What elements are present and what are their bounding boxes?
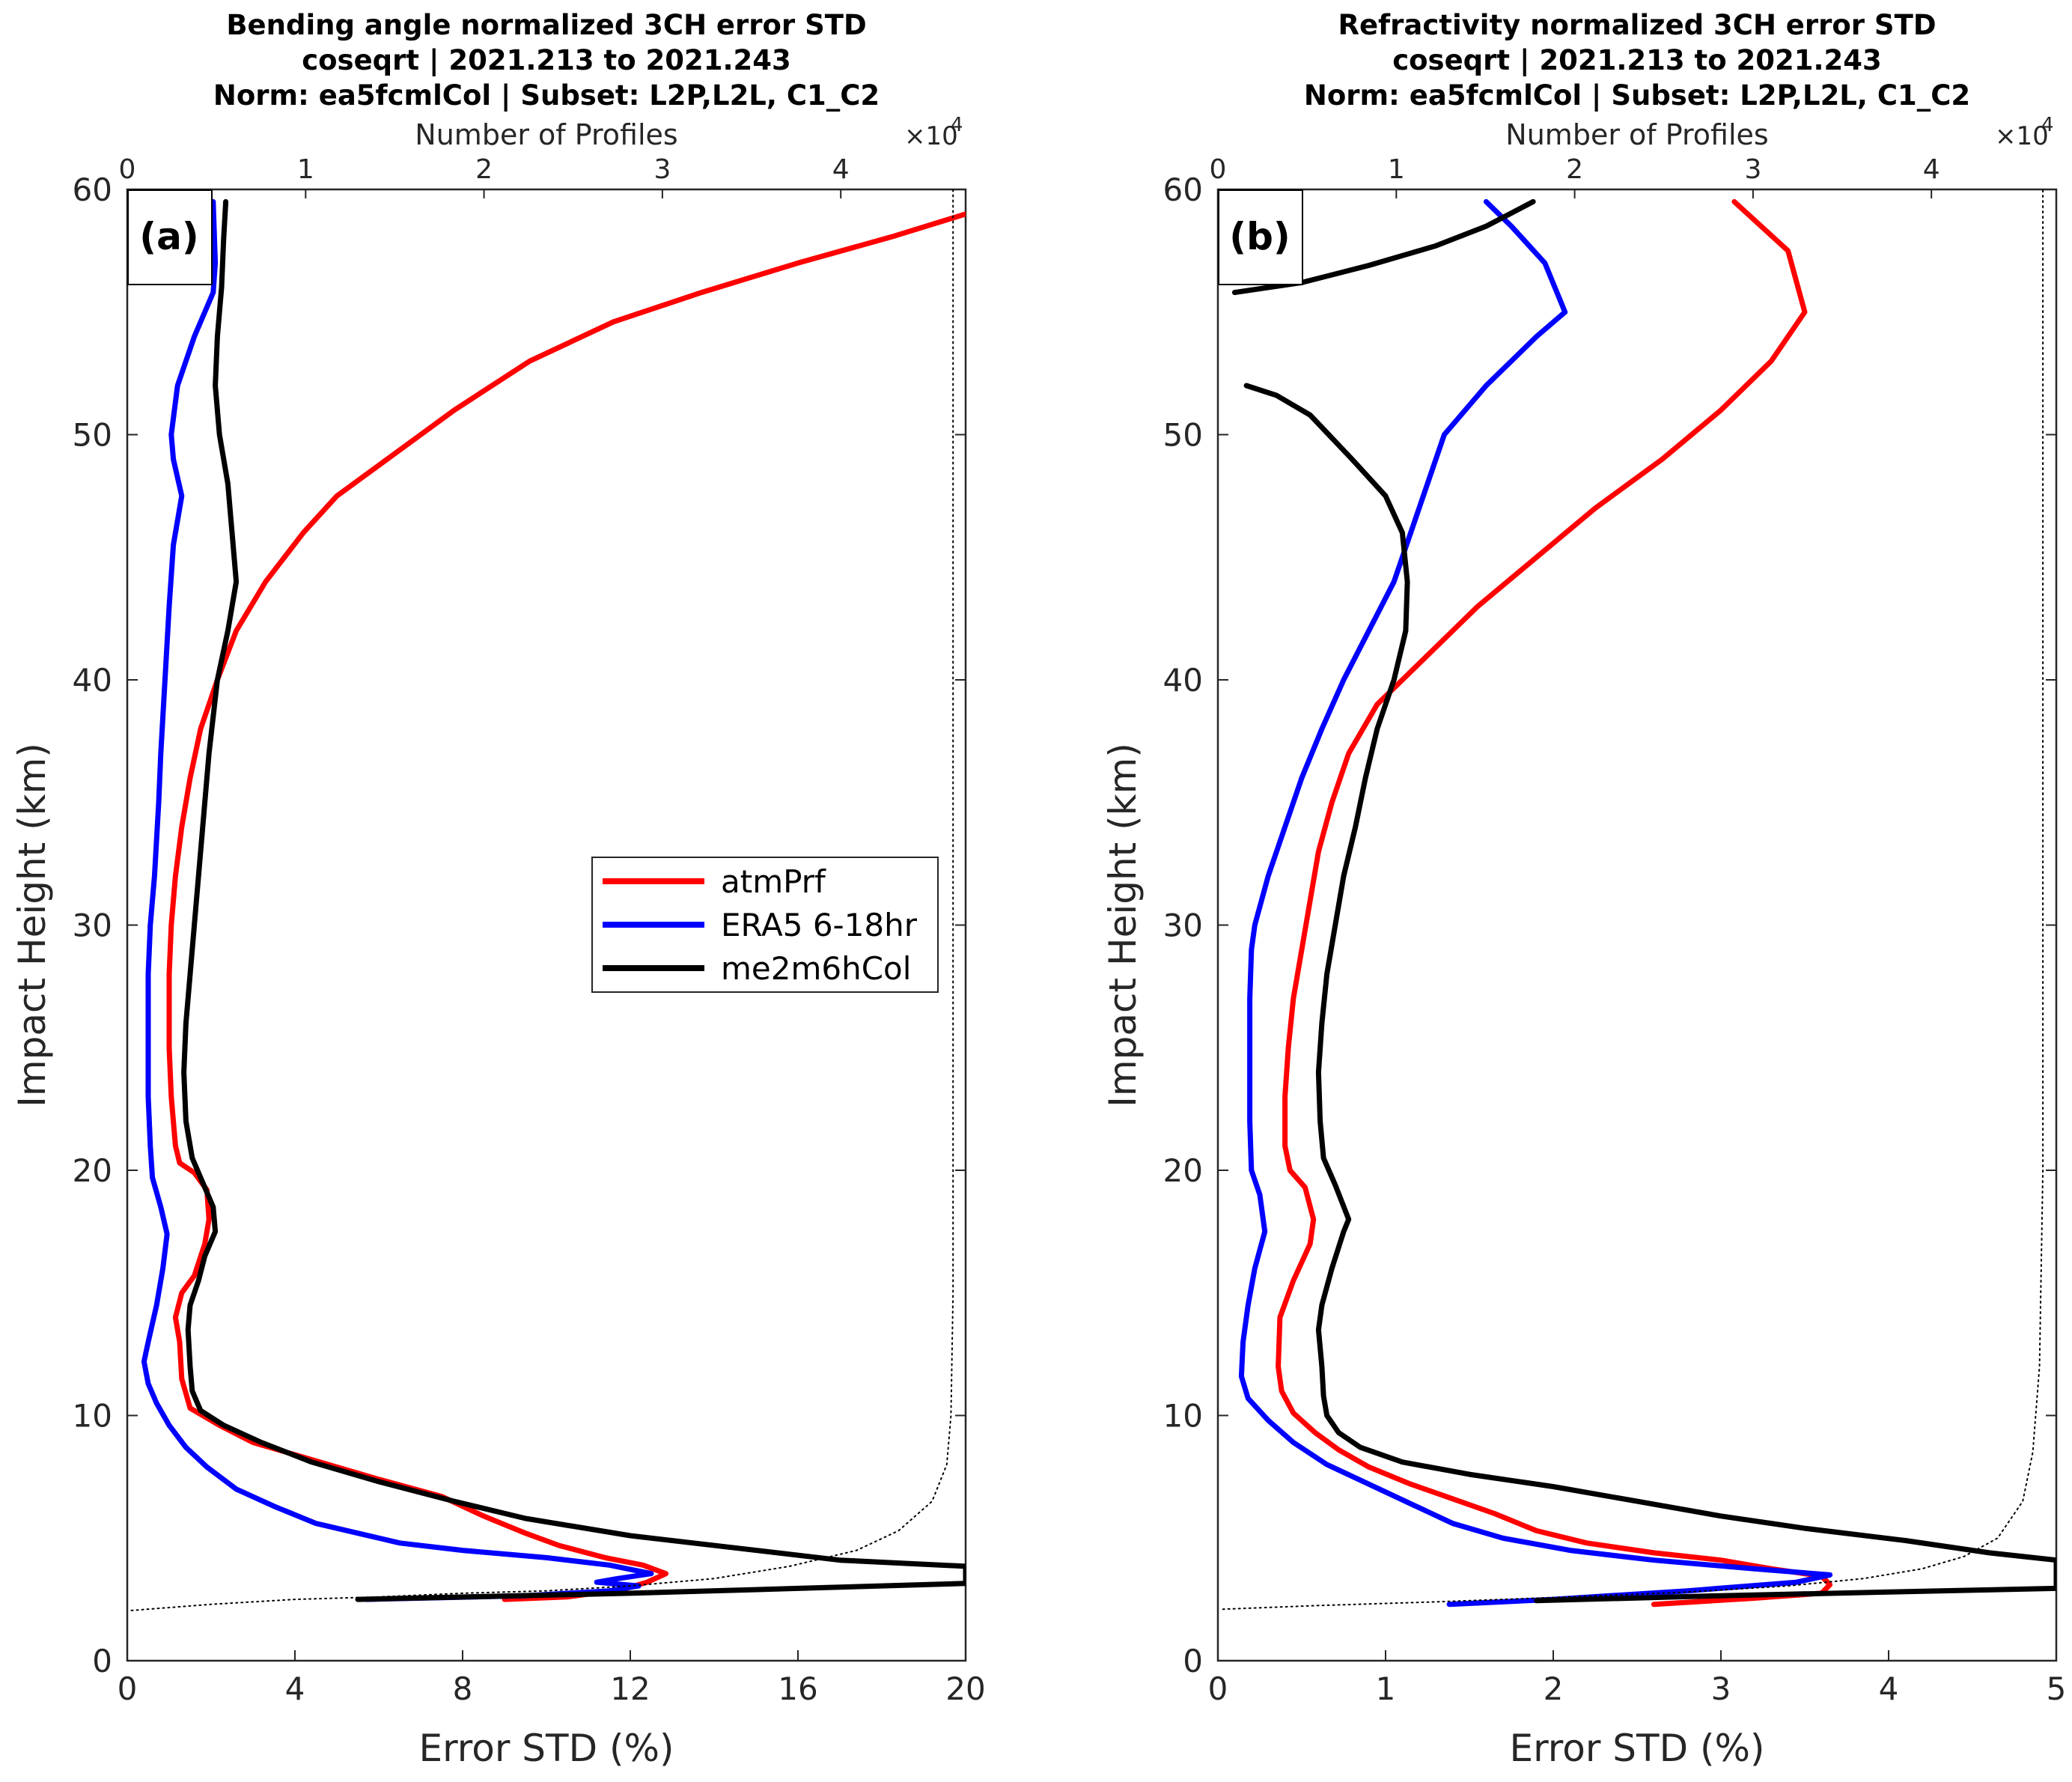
x-tick-label: 1 xyxy=(1376,1670,1396,1707)
top-x-tick-label: 0 xyxy=(1210,154,1227,185)
panel-label-box xyxy=(127,189,213,285)
y-tick-label: 30 xyxy=(1163,907,1203,944)
chart-title-line: Bending angle normalized 3CH error STD xyxy=(226,9,866,41)
y-tick-label: 10 xyxy=(73,1398,112,1435)
panel-label: (a) xyxy=(139,215,198,258)
x-tick-label: 4 xyxy=(1879,1670,1899,1707)
top-x-tick-label: 4 xyxy=(1923,154,1940,185)
x-axis-label: Error STD (%) xyxy=(419,1727,674,1770)
y-tick-label: 50 xyxy=(73,417,112,454)
x-axis-label: Error STD (%) xyxy=(1510,1727,1765,1770)
y-tick-label: 20 xyxy=(1163,1152,1203,1189)
y-tick-label: 40 xyxy=(73,662,112,699)
legend-entry: atmPrf xyxy=(721,863,826,900)
x-tick-label: 4 xyxy=(285,1670,305,1707)
legend-entry: ERA5 6-18hr xyxy=(721,907,918,943)
y-tick-label: 20 xyxy=(73,1152,112,1189)
y-axis-label: Impact Height (km) xyxy=(10,743,54,1107)
y-tick-label: 0 xyxy=(92,1643,112,1679)
chart-title-line: coseqrt | 2021.213 to 2021.243 xyxy=(1392,44,1882,76)
top-x-tick-label: 2 xyxy=(475,154,493,185)
plot-area xyxy=(1216,188,2058,1662)
x-tick-label: 3 xyxy=(1711,1670,1731,1707)
x-tick-label: 12 xyxy=(610,1670,650,1707)
series-line-era5-6-18hr xyxy=(1238,198,1833,1608)
top-axis-label: Number of Profiles xyxy=(1505,118,1768,151)
y-tick-label: 30 xyxy=(73,907,112,944)
chart-title-line: Norm: ea5fcmlCol | Subset: L2P,L2L, C1_C… xyxy=(213,79,880,112)
x-tick-label: 0 xyxy=(1208,1670,1228,1707)
top-axis-label: Number of Profiles xyxy=(415,118,677,151)
series-line-era5-6-18hr xyxy=(141,198,654,1602)
chart-title-line: coseqrt | 2021.213 to 2021.243 xyxy=(302,44,791,76)
y-tick-label: 50 xyxy=(1163,417,1203,454)
panel-b: Refractivity normalized 3CH error STDcos… xyxy=(1101,9,2066,1770)
panel-label: (b) xyxy=(1229,215,1291,258)
top-x-tick-label: 1 xyxy=(297,154,314,185)
series-line-me2m6hcol xyxy=(1243,383,2056,1604)
series-line-me2m6hcol xyxy=(181,198,966,1602)
y-tick-label: 60 xyxy=(73,171,112,208)
legend-entry: me2m6hCol xyxy=(721,950,911,987)
y-axis-label: Impact Height (km) xyxy=(1101,743,1145,1107)
profile-count-line xyxy=(1222,189,2044,1611)
top-x-tick-label: 3 xyxy=(1744,154,1761,185)
top-x-tick-label: 0 xyxy=(119,154,136,185)
x-tick-label: 0 xyxy=(118,1670,138,1707)
x-tick-label: 5 xyxy=(2047,1670,2067,1707)
panel-label-box xyxy=(1218,189,1303,285)
top-axis-exponent: 4 xyxy=(951,114,963,136)
chart-title-line: Refractivity normalized 3CH error STD xyxy=(1338,9,1936,41)
top-x-tick-label: 1 xyxy=(1388,154,1405,185)
top-x-tick-label: 2 xyxy=(1566,154,1583,185)
x-tick-label: 2 xyxy=(1544,1670,1564,1707)
y-tick-label: 10 xyxy=(1163,1398,1203,1435)
series-line-atmprf xyxy=(1276,198,1833,1608)
y-tick-label: 40 xyxy=(1163,662,1203,699)
y-tick-label: 60 xyxy=(1163,171,1203,208)
x-tick-label: 16 xyxy=(778,1670,817,1707)
x-tick-label: 20 xyxy=(945,1670,985,1707)
top-axis-multiplier: ×10 xyxy=(904,121,958,151)
y-tick-label: 0 xyxy=(1183,1643,1203,1679)
top-x-tick-label: 3 xyxy=(653,154,671,185)
chart-title-line: Norm: ea5fcmlCol | Subset: L2P,L2L, C1_C… xyxy=(1304,79,1970,112)
panel-a: Bending angle normalized 3CH error STDco… xyxy=(10,9,986,1770)
x-tick-label: 8 xyxy=(453,1670,473,1707)
top-x-tick-label: 4 xyxy=(832,154,850,185)
top-axis-multiplier: ×10 xyxy=(1995,121,2049,151)
top-axis-exponent: 4 xyxy=(2041,114,2054,136)
